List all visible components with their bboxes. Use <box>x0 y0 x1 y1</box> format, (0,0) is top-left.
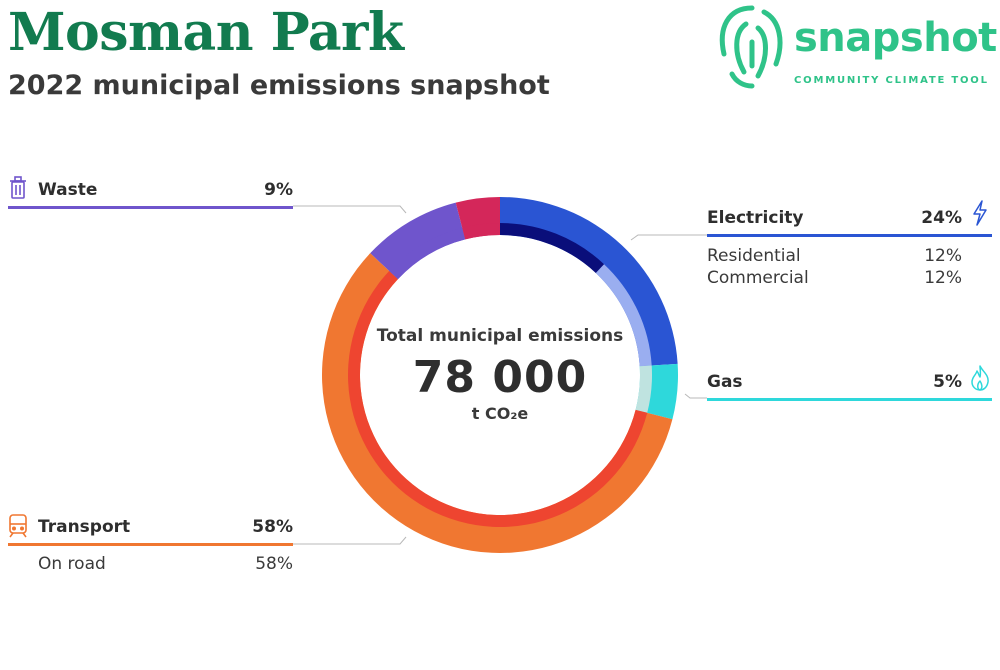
donut-subsegment-other-3-0 <box>389 227 466 280</box>
legend-waste-name: Waste <box>38 180 98 200</box>
inner-ring <box>348 223 652 527</box>
legend-gas: Gas 5% <box>707 365 992 401</box>
legend-transport: Transport 58% On road 58% <box>8 513 293 574</box>
donut-subsegment-residential <box>500 223 605 273</box>
legend-transport-name: Transport <box>38 517 131 537</box>
train-icon <box>9 514 27 538</box>
donut-subsegment-on-road <box>348 270 648 527</box>
legend-transport-sub-on-road: On road 58% <box>8 552 293 574</box>
legend-electricity-line <box>707 234 992 237</box>
snapshot-logo: snapshot COMMUNITY CLIMATE TOOL <box>714 2 1000 90</box>
leader-line-gas <box>684 393 707 399</box>
legend-transport-percent: 58% <box>252 517 293 537</box>
donut-segment-waste <box>370 202 466 280</box>
legend-sub-name: On road <box>38 554 106 574</box>
legend-electricity-sub-residential: Residential 12% <box>707 244 962 266</box>
legend-electricity-name: Electricity <box>707 208 804 228</box>
center-total-value: 78 000 <box>412 352 588 403</box>
leader-line-electricity <box>630 234 707 241</box>
legend-sub-percent: 58% <box>255 554 293 574</box>
donut-subsegment-other-1-0 <box>635 365 652 413</box>
legend-waste-percent: 9% <box>264 180 293 200</box>
legend-sub-percent: 12% <box>924 268 962 288</box>
trash-icon <box>10 176 26 199</box>
legend-electricity-percent: 24% <box>921 208 962 228</box>
fingerprint-icon <box>719 5 783 89</box>
center-label: Total municipal emissions <box>376 326 624 346</box>
donut-segment-transport <box>322 253 673 553</box>
page-subtitle: 2022 municipal emissions snapshot <box>8 70 550 101</box>
legend-electricity: Electricity 24% Residential 12% Commerci… <box>707 200 992 288</box>
logo-tagline: COMMUNITY CLIMATE TOOL <box>794 75 989 86</box>
donut-subsegment-commercial <box>595 264 652 367</box>
legend-gas-line <box>707 398 992 401</box>
flame-icon <box>971 365 989 391</box>
leader-line-transport <box>293 536 407 545</box>
legend-sub-percent: 12% <box>924 246 962 266</box>
legend-waste-line <box>8 206 293 209</box>
legend-gas-percent: 5% <box>933 372 962 392</box>
center-unit: t CO₂e <box>471 404 529 423</box>
logo-wordmark: snapshot <box>794 15 997 61</box>
legend-transport-line <box>8 543 293 546</box>
legend-sub-name: Commercial <box>707 268 809 288</box>
legend-sub-name: Residential <box>707 246 801 266</box>
legend-waste: Waste 9% <box>8 176 293 209</box>
legend-electricity-sub-commercial: Commercial 12% <box>707 266 962 288</box>
page-title: Mosman Park <box>8 2 404 63</box>
donut-subsegment-other-4-0 <box>462 223 500 240</box>
legend-gas-name: Gas <box>707 372 743 392</box>
lightning-icon <box>973 200 987 226</box>
leader-line-waste <box>293 205 407 214</box>
